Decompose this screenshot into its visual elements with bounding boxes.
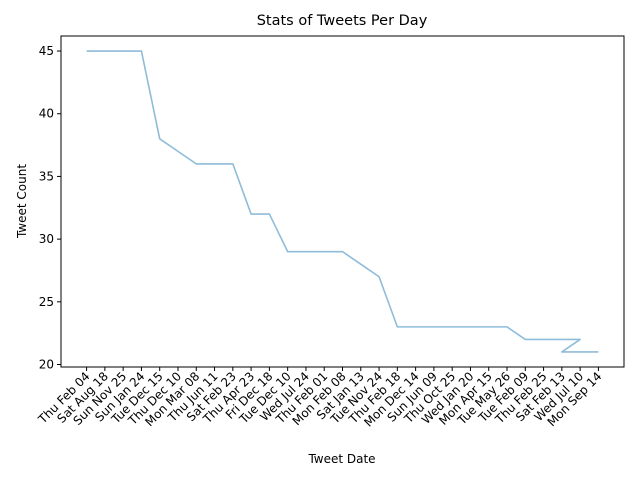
- y-tick-label: 40: [39, 107, 54, 121]
- series-line: [86, 50, 599, 353]
- y-tick-label: 30: [39, 232, 54, 246]
- y-axis-ticks: 20 25 30 35 40 45: [39, 44, 61, 371]
- y-tick-label: 25: [39, 295, 54, 309]
- x-axis-label: Tweet Date: [307, 452, 375, 466]
- y-axis-label: Tweet Count: [15, 164, 29, 239]
- y-tick-label: 45: [39, 44, 54, 58]
- chart-title: Stats of Tweets Per Day: [257, 13, 428, 29]
- y-tick-label: 20: [39, 357, 54, 371]
- y-tick-label: 35: [39, 169, 54, 183]
- plot-frame: [60, 35, 625, 368]
- series-layer: [86, 50, 599, 353]
